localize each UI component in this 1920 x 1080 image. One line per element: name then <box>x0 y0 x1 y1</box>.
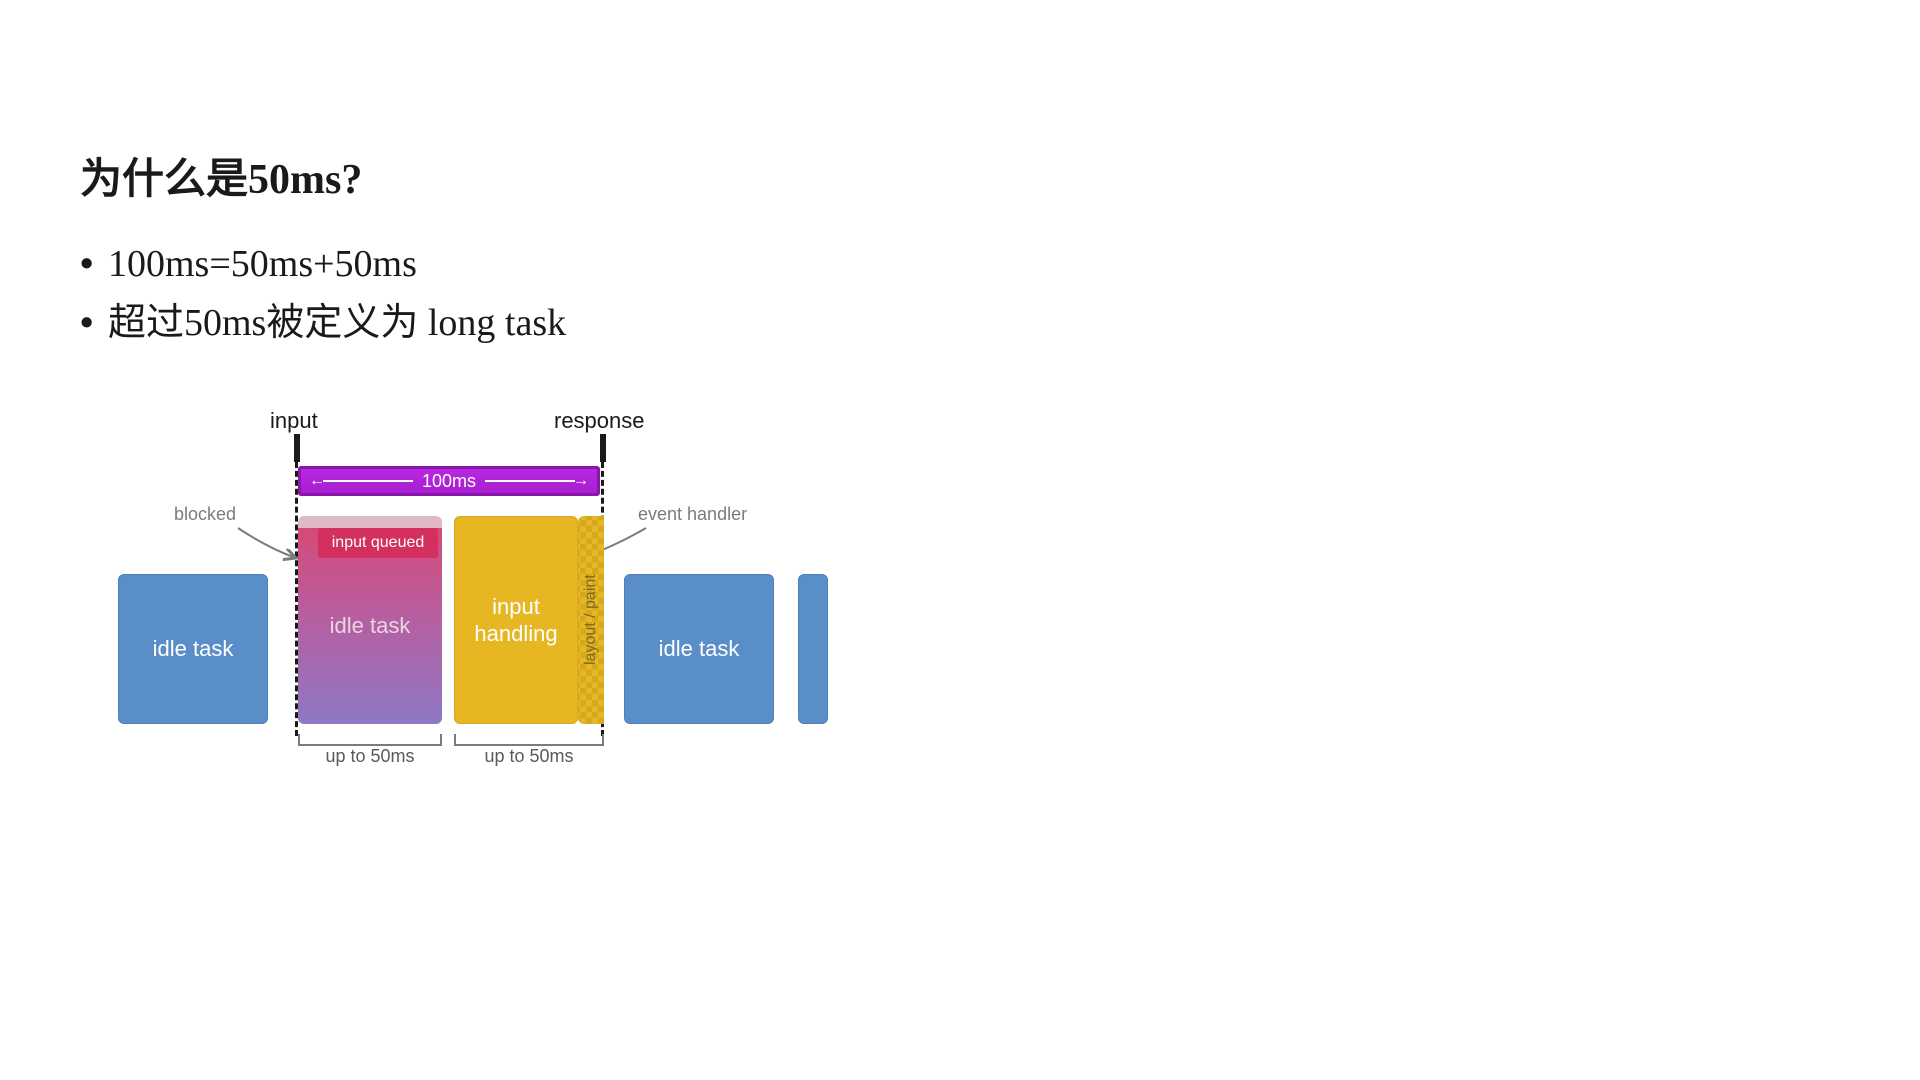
bullet-list: • 100ms=50ms+50ms • 超过50ms被定义为 long task <box>80 235 566 353</box>
block-idle-task-1: idle task <box>118 574 268 724</box>
bracket-1 <box>298 734 442 746</box>
block-idle-task-4-slice <box>798 574 828 724</box>
block-label-line: handling <box>474 620 557 648</box>
block-label: idle task <box>153 636 234 662</box>
block-label-line: input <box>492 593 540 621</box>
block-label: layout / paint <box>582 575 600 666</box>
block-layout-paint: layout / paint <box>578 516 604 724</box>
bracket-2 <box>454 734 604 746</box>
block-input-queued: input queued <box>318 528 438 558</box>
bullet-item: • 100ms=50ms+50ms <box>80 235 566 294</box>
bullet-dot-icon: • <box>80 235 108 294</box>
block-idle-task-3: idle task <box>624 574 774 724</box>
slide-heading: 为什么是50ms? <box>80 145 362 206</box>
bracket-1-label: up to 50ms <box>298 746 442 767</box>
block-label: idle task <box>330 613 411 639</box>
slide: 为什么是50ms? • 100ms=50ms+50ms • 超过50ms被定义为… <box>0 0 1920 1080</box>
bullet-dot-icon: • <box>80 294 108 353</box>
block-input-handling: input handling <box>454 516 578 724</box>
timeline-diagram: input response ← 100ms → blocked eve <box>118 400 838 780</box>
bracket-2-label: up to 50ms <box>454 746 604 767</box>
bullet-text: 100ms=50ms+50ms <box>108 235 417 294</box>
block-label: idle task <box>659 636 740 662</box>
bullet-item: • 超过50ms被定义为 long task <box>80 294 566 353</box>
bullet-text: 超过50ms被定义为 long task <box>108 294 566 353</box>
block-label: input queued <box>332 534 425 552</box>
